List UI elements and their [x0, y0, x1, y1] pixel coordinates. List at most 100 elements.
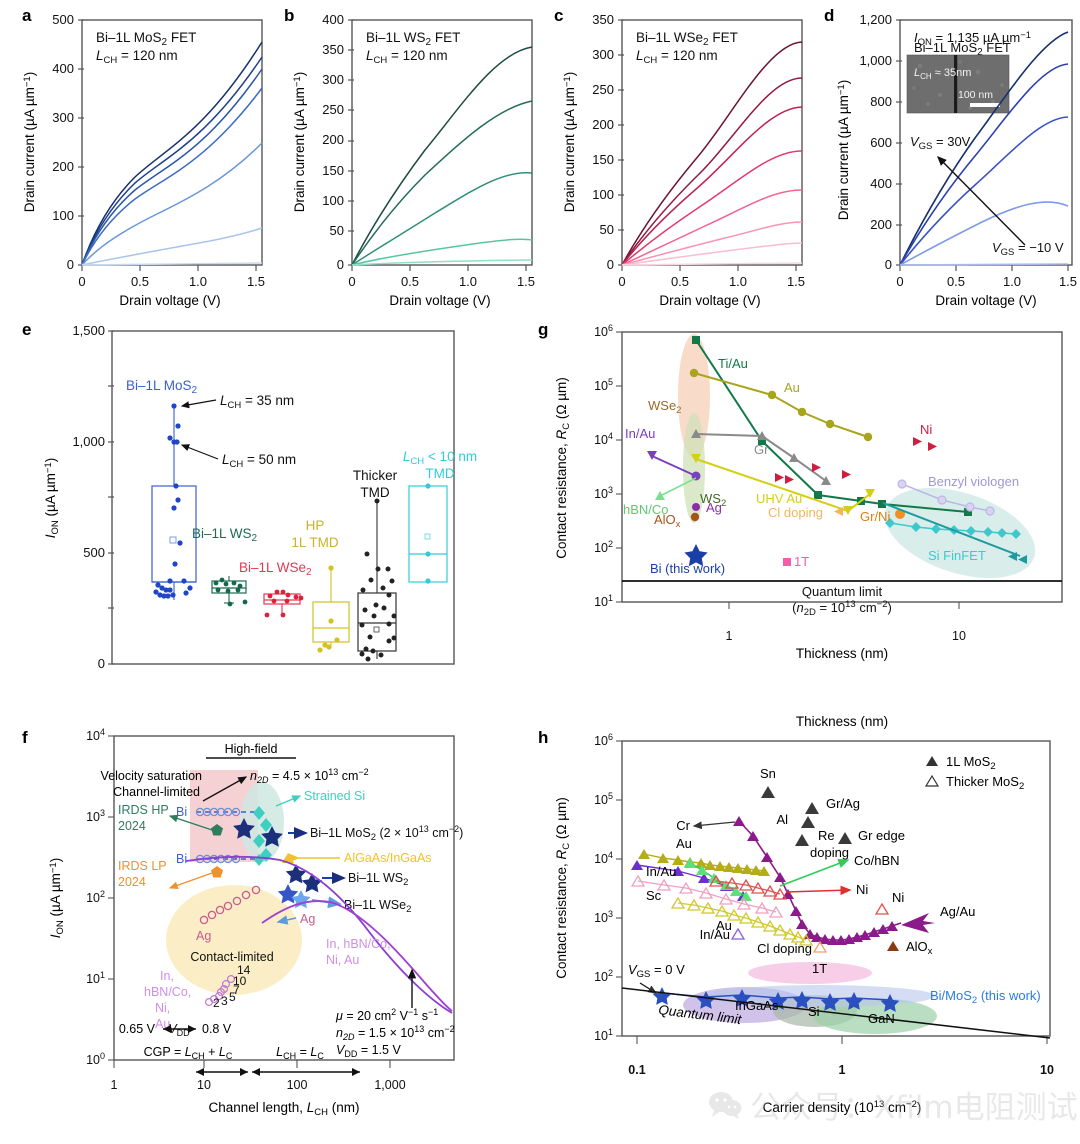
- label-re-doping-2: doping: [810, 845, 849, 860]
- label-wse2: WSe2: [648, 398, 681, 416]
- y-tick: 1,200: [859, 12, 892, 27]
- panel-g-xlabel: Thickness (nm): [796, 646, 888, 661]
- label-al: Al: [776, 812, 788, 827]
- y-tick: 500: [83, 545, 105, 560]
- x-tick: 1: [726, 629, 733, 643]
- y-tick: 103: [594, 909, 613, 925]
- y-tick: 101: [86, 970, 105, 986]
- series-in-au-filled: [631, 860, 749, 901]
- group-label-bi-mos2: Bi–1L MoS2: [126, 378, 198, 396]
- panel-c: c 350 300 250 200 150 100 50 0 0 0.5 1.0…: [540, 0, 810, 310]
- panel-a-ylabel: Drain current (µA µm−1): [22, 72, 37, 212]
- y-tick: 102: [594, 539, 613, 555]
- panel-h-xlabel: Carrier density (1013 cm−2): [763, 1099, 922, 1115]
- y-tick: 103: [86, 808, 105, 824]
- arrow-n2d: [202, 776, 248, 802]
- sem-inset: LCH ≈ 35nm 100 nm: [906, 54, 1010, 114]
- label-velocity-saturation: Velocity saturation: [101, 769, 202, 783]
- y-tick: 100: [52, 208, 74, 223]
- label-vdd-left: 0.65 V: [119, 1022, 156, 1036]
- plot-frame: [81, 19, 263, 266]
- panel-d-ann-bottom: VGS = −10 V: [992, 240, 1064, 258]
- y-tick: 300: [322, 72, 344, 87]
- num-14: 14: [237, 963, 251, 977]
- label-irds-lp-1: IRDS LP: [118, 859, 167, 873]
- y-tick: 0: [67, 257, 74, 272]
- cgp-row: CGP = LCH + LC LCH = LC: [144, 1045, 360, 1076]
- panel-a-letter: a: [22, 6, 32, 25]
- y-tick: 1,000: [72, 434, 105, 449]
- y-tick: 100: [322, 193, 344, 208]
- ann-lch-35nm: LCH = 35 nm: [220, 393, 294, 411]
- series-sc: [630, 874, 784, 918]
- panel-d-ylabel: Drain current (µA µm−1): [836, 80, 851, 220]
- marker-bi-this-work: [684, 544, 708, 567]
- label-vdd-right: 0.8 V: [202, 1022, 232, 1036]
- x-tick: 1.0: [729, 274, 747, 289]
- marker-cl-doping: [834, 507, 843, 516]
- y-tick: 150: [322, 163, 344, 178]
- x-tick: 1.5: [517, 274, 535, 289]
- x-tick: 1: [111, 1078, 118, 1092]
- marker-cl-doping: [812, 940, 828, 953]
- box-bi-1l-mos2: [151, 403, 197, 600]
- label-cgp: CGP = LCH + LC: [144, 1045, 233, 1061]
- y-tick: 105: [594, 377, 613, 393]
- label-n2d-top: n2D = 4.5 × 1013 cm−2: [250, 767, 369, 785]
- panel-b-chart: 400 350 300 250 200 150 100 50 0 0 0.5 1…: [292, 12, 535, 308]
- panel-c-ylabel: Drain current (µA µm−1): [562, 72, 577, 212]
- panel-h-chart: 106 105 104 103 102 101 0.1 1 10 1L MoS2…: [554, 714, 1054, 1115]
- x-tick: 0.5: [401, 274, 419, 289]
- panel-e-ylabel: ION (µA µm−1): [43, 458, 61, 538]
- label-vgs: VGS = 0 V: [628, 962, 685, 980]
- series-in-hbn-ni-au: [205, 975, 236, 1007]
- region-ws2: [683, 413, 705, 523]
- series-ni-open: [708, 874, 852, 900]
- series-bi-mos2-stars: [652, 987, 900, 1012]
- series-hbn-co: [655, 477, 697, 500]
- label-au-open: Au: [716, 918, 732, 933]
- label-high-field: High-field: [225, 742, 278, 756]
- plot-frame: [621, 740, 1051, 1037]
- label-si-finfet: Si FinFET: [928, 548, 986, 563]
- y-tick: 0: [337, 257, 344, 272]
- marker-irds-lp: [168, 866, 223, 890]
- group-label-thicker-tmd-1: Thicker: [353, 468, 398, 483]
- label-ag-au: Ag/Au: [940, 904, 975, 919]
- y-tick: 104: [86, 727, 105, 743]
- y-tick: 104: [594, 431, 613, 447]
- legend-label-thicker: Thicker MoS2: [946, 774, 1024, 792]
- label-channel-limited: Channel-limited: [113, 785, 200, 799]
- panel-f: f 104 103 102 101 100 1 10 100 1,000 Hig…: [0, 708, 530, 1144]
- label-sc: Sc: [646, 888, 662, 903]
- label-alox: AlOx: [654, 512, 681, 530]
- inset-lch-label: LCH ≈ 35nm: [914, 67, 971, 81]
- y-tick: 105: [594, 791, 613, 807]
- panel-a-xlabel: Drain voltage (V): [119, 293, 220, 308]
- label-bi-upper: Bi: [176, 805, 187, 819]
- panel-g: g 106 105 104 103 102 101 1 10: [530, 318, 1080, 708]
- panel-b-subtitle: LCH = 120 nm: [366, 48, 448, 66]
- marker-sn: [761, 786, 775, 798]
- num-3: 3: [221, 994, 228, 1008]
- label-cr: Cr: [676, 818, 690, 833]
- region-wse2: [678, 334, 710, 458]
- label-mu-3: VDD = 1.5 V: [336, 1043, 401, 1059]
- y-tick: 0: [885, 257, 892, 272]
- x-tick: 1.0: [189, 274, 207, 289]
- label-irds-lp-2: 2024: [118, 875, 146, 889]
- label-vdd-mid: VDD: [168, 1022, 190, 1038]
- panel-a-chart: 500 400 300 200 100 0 0 0.5 1.0 1.5: [22, 12, 265, 308]
- x-tick: 1: [839, 1063, 846, 1077]
- x-tick: 1.5: [787, 274, 805, 289]
- arrow-strained-si: [275, 795, 302, 807]
- y-tick: 0: [607, 257, 614, 272]
- ann-lch-50nm: LCH = 50 nm: [222, 452, 296, 470]
- ann-arrow-50nm: [180, 444, 219, 460]
- legend-marker-1l: [926, 756, 938, 766]
- quantum-limit-line: [621, 987, 1051, 1039]
- label-gr-edge: Gr edge: [858, 828, 905, 843]
- marker-ni-open-right: [874, 902, 890, 915]
- label-sn: Sn: [760, 766, 776, 781]
- x-tick: 1.5: [247, 274, 265, 289]
